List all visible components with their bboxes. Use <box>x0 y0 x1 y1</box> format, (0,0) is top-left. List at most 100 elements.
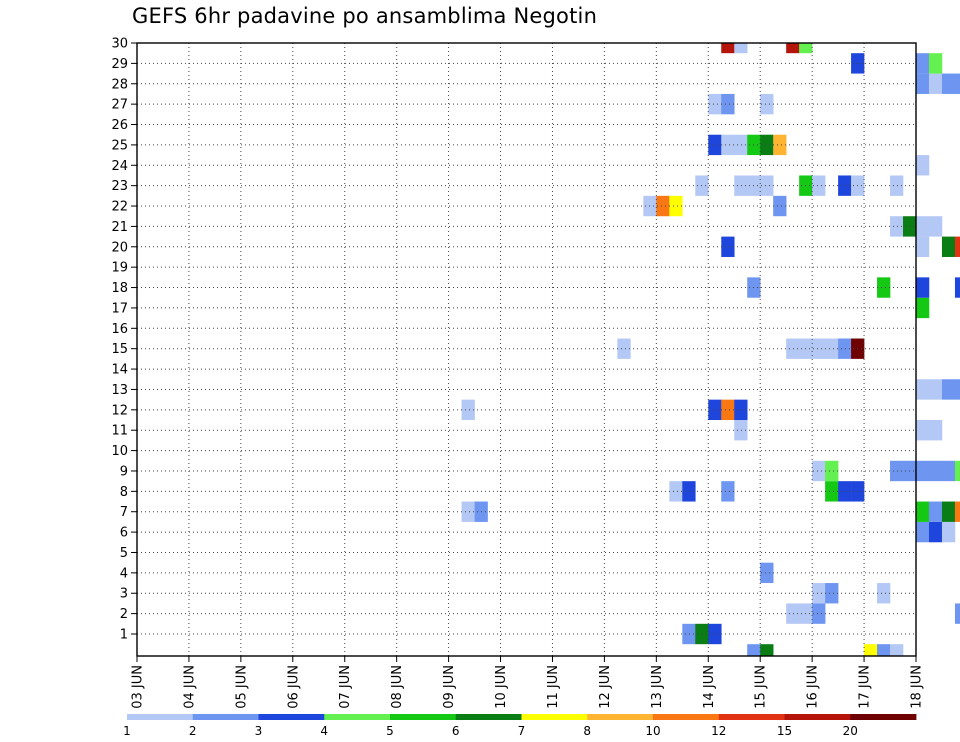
member-7-cell <box>928 501 943 522</box>
member-0-cell <box>760 644 774 656</box>
member-7-cell <box>461 501 475 522</box>
member-1-cell <box>708 623 722 645</box>
member-30-cell <box>799 43 813 54</box>
member-13-cell <box>916 379 930 400</box>
y-tick-label: 7 <box>120 505 128 520</box>
member-20-cell <box>954 236 960 257</box>
member-7-cell <box>916 501 930 522</box>
member-0-cell <box>877 644 891 656</box>
member-11-cell <box>928 420 943 441</box>
member-22-cell <box>773 195 787 217</box>
colorbar-swatch <box>127 714 194 720</box>
colorbar-swatch <box>653 714 720 720</box>
x-axis: 03 JUN 04 JUN 05 JUN 06 JUN 07 JUN 08 JUN 09 J… <box>131 656 925 709</box>
chart-title: GEFS 6hr padavine po ansamblima Negotin <box>132 4 598 28</box>
x-tick-label: 17 JUN <box>858 665 873 709</box>
y-tick-label: 11 <box>111 424 128 439</box>
y-tick-label: 17 <box>111 301 128 316</box>
member-28-cell <box>916 73 930 94</box>
y-tick-label: 21 <box>111 220 128 235</box>
member-3-cell <box>812 583 826 604</box>
x-tick-label: 11 JUN <box>546 665 561 709</box>
member-11-cell <box>916 420 930 441</box>
member-25-cell <box>773 134 787 156</box>
member-7-cell <box>954 501 960 522</box>
y-tick-label: 9 <box>120 464 128 479</box>
member-7-cell <box>941 501 956 522</box>
x-tick-label: 10 JUN <box>494 665 509 709</box>
member-13-cell <box>954 379 960 400</box>
x-tick-label: 03 JUN <box>131 665 146 709</box>
member-15-cell <box>786 338 800 359</box>
member-30-cell <box>734 43 748 54</box>
member-9-cell <box>941 460 956 482</box>
y-tick-label: 18 <box>111 281 128 296</box>
member-30-cell <box>721 43 735 54</box>
member-23-cell <box>812 175 826 196</box>
member-23-cell <box>838 175 852 196</box>
y-tick-label: 3 <box>120 587 128 602</box>
colorbar-label: 8 <box>583 724 591 738</box>
member-8-cell <box>669 481 683 502</box>
member-25-cell <box>708 134 722 156</box>
member-1-cell <box>682 623 696 645</box>
member-29-cell <box>928 53 943 74</box>
member-2-cell <box>812 603 826 624</box>
x-tick-label: 05 JUN <box>234 665 249 709</box>
member-21-cell <box>890 216 904 237</box>
y-tick-label: 29 <box>111 57 128 72</box>
colorbar-swatch <box>521 714 588 720</box>
member-28-cell <box>954 73 960 94</box>
colorbar-label: 2 <box>189 724 197 738</box>
y-tick-label: 1 <box>120 628 128 643</box>
colorbar-swatch <box>258 714 325 720</box>
y-tick-label: 26 <box>111 118 128 133</box>
member-0-cell <box>864 644 878 656</box>
colorbar-swatch <box>324 714 391 720</box>
x-tick-label: 08 JUN <box>390 665 405 709</box>
x-tick-label: 18 JUN <box>910 665 925 709</box>
y-tick-label: 10 <box>111 444 128 459</box>
member-28-cell <box>941 73 956 94</box>
y-tick-label: 5 <box>120 546 128 561</box>
y-tick-label: 23 <box>111 179 128 194</box>
member-28-cell <box>928 73 943 94</box>
member-23-cell <box>890 175 904 196</box>
colorbar-label: 7 <box>518 724 526 738</box>
ensemble-cells <box>461 43 960 656</box>
member-22-cell <box>656 195 670 217</box>
member-9-cell <box>928 460 943 482</box>
member-15-cell <box>825 338 839 359</box>
member-27-cell <box>760 93 774 115</box>
y-tick-label: 15 <box>111 342 128 357</box>
y-tick-label: 25 <box>111 138 128 153</box>
member-25-cell <box>721 134 735 156</box>
colorbar-label: 12 <box>711 724 726 738</box>
member-8-cell <box>682 481 696 502</box>
member-15-cell <box>812 338 826 359</box>
member-0-cell <box>890 644 904 656</box>
colorbar-label: 10 <box>645 724 660 738</box>
colorbar-swatch <box>784 714 851 720</box>
colorbar-label: 5 <box>386 724 394 738</box>
member-9-cell <box>812 460 826 482</box>
member-15-cell <box>617 338 631 359</box>
colorbar-swatch <box>718 714 785 720</box>
member-27-cell <box>721 93 735 115</box>
member-3-cell <box>825 583 839 604</box>
member-27-cell <box>708 93 722 115</box>
member-30-cell <box>786 43 800 54</box>
y-tick-label: 16 <box>111 322 128 337</box>
x-tick-label: 07 JUN <box>338 665 353 709</box>
colorbar-label: 20 <box>843 724 858 738</box>
colorbar-swatch <box>390 714 457 720</box>
colorbar-swatch <box>192 714 259 720</box>
colorbar-label: 4 <box>320 724 328 738</box>
colorbar-swatch <box>587 714 654 720</box>
member-3-cell <box>877 583 891 604</box>
x-tick-label: 12 JUN <box>598 665 613 709</box>
member-18-cell <box>877 277 891 298</box>
member-12-cell <box>734 399 748 421</box>
y-tick-label: 30 <box>111 37 128 52</box>
member-8-cell <box>825 481 839 502</box>
